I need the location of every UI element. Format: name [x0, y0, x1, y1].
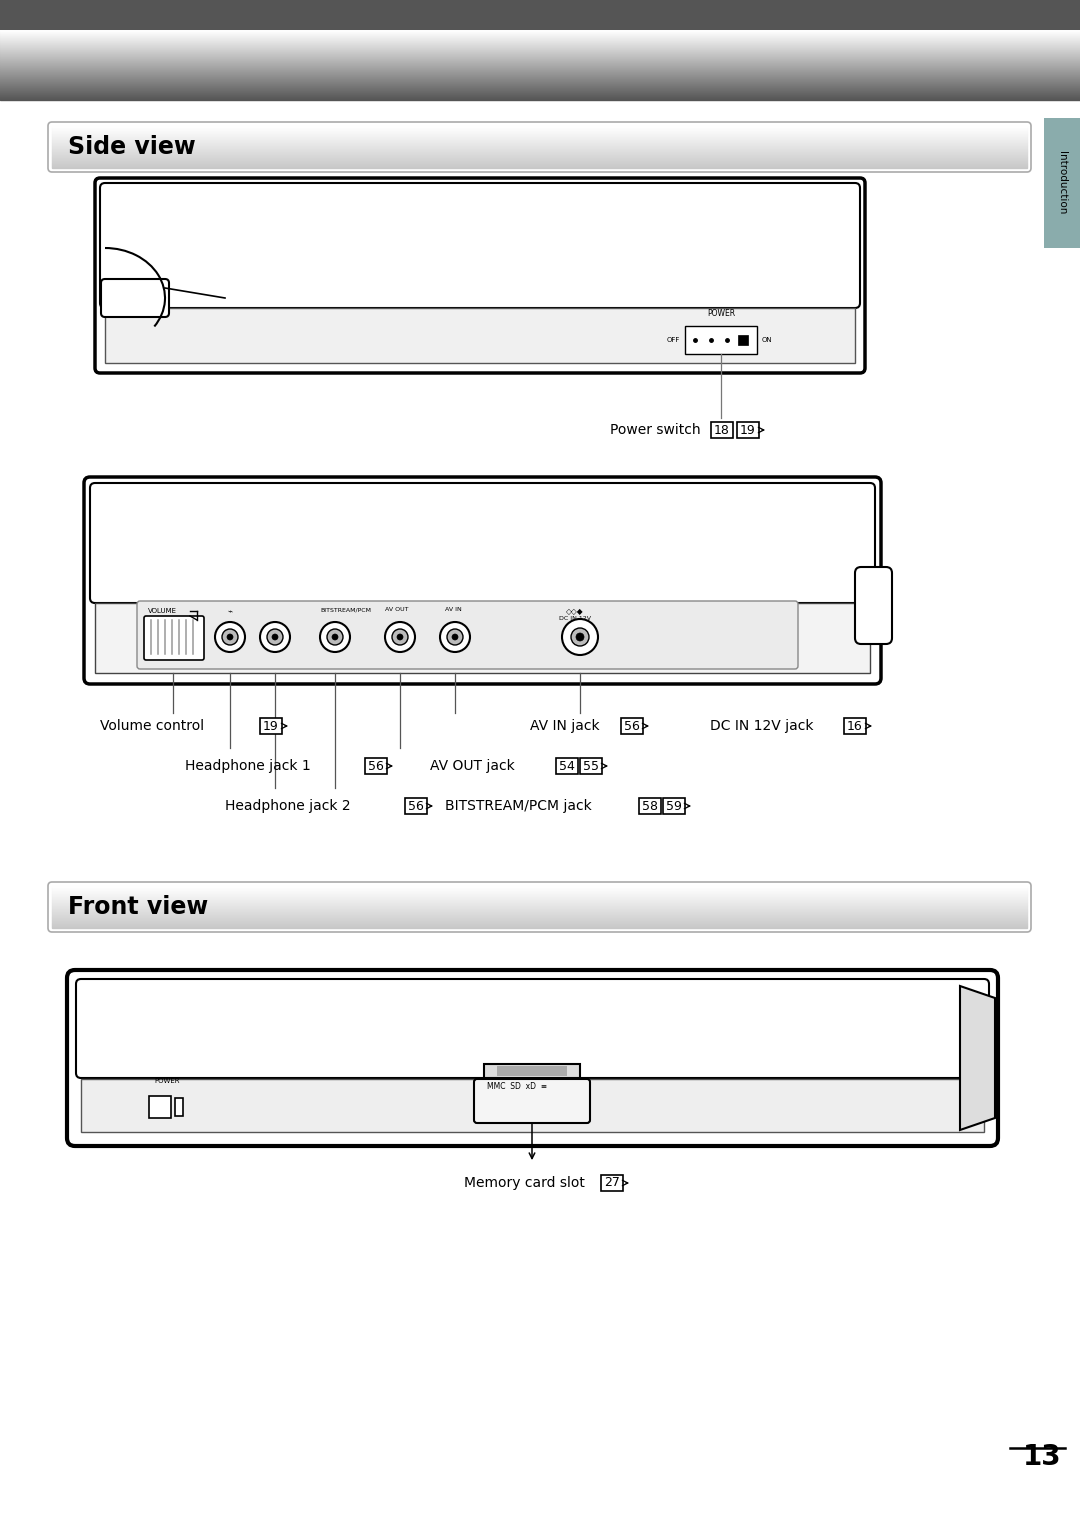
FancyBboxPatch shape: [90, 483, 875, 603]
Circle shape: [327, 629, 343, 646]
Text: ◇◇◆: ◇◇◆: [566, 608, 584, 615]
Text: Headphone jack 2: Headphone jack 2: [225, 800, 355, 813]
Circle shape: [227, 634, 233, 640]
Text: 16: 16: [847, 719, 863, 733]
FancyBboxPatch shape: [102, 279, 168, 317]
Text: ON: ON: [762, 337, 772, 343]
Text: 56: 56: [624, 719, 640, 733]
Text: 13: 13: [1024, 1442, 1062, 1471]
Text: Headphone jack 1: Headphone jack 1: [185, 758, 315, 774]
Text: AV IN: AV IN: [445, 608, 462, 612]
FancyBboxPatch shape: [711, 422, 733, 439]
Text: Power switch: Power switch: [610, 423, 705, 437]
Text: Memory card slot: Memory card slot: [464, 1176, 590, 1189]
Bar: [105, 308, 855, 362]
Text: 27: 27: [604, 1176, 620, 1189]
Circle shape: [453, 634, 458, 640]
FancyBboxPatch shape: [365, 758, 387, 774]
Text: VOLUME: VOLUME: [148, 608, 177, 614]
Text: DC IN 12V: DC IN 12V: [559, 615, 591, 621]
FancyBboxPatch shape: [67, 970, 998, 1145]
Text: BITSTREAM/PCM jack: BITSTREAM/PCM jack: [445, 800, 596, 813]
Text: OFF: OFF: [666, 337, 680, 343]
Text: 56: 56: [368, 760, 383, 772]
FancyBboxPatch shape: [76, 979, 989, 1078]
FancyBboxPatch shape: [260, 717, 282, 734]
FancyBboxPatch shape: [737, 422, 759, 439]
Text: Introduction: Introduction: [1057, 151, 1067, 215]
Text: BITSTREAM/PCM: BITSTREAM/PCM: [320, 608, 372, 612]
Text: Volume control: Volume control: [100, 719, 208, 733]
Circle shape: [215, 621, 245, 652]
Circle shape: [447, 629, 463, 646]
Circle shape: [576, 634, 584, 641]
Circle shape: [397, 634, 403, 640]
Circle shape: [320, 621, 350, 652]
Text: Side view: Side view: [68, 136, 195, 158]
Bar: [1044, 117, 1080, 248]
Bar: [738, 335, 748, 346]
FancyBboxPatch shape: [474, 1078, 590, 1122]
FancyBboxPatch shape: [84, 477, 881, 684]
Text: AV OUT: AV OUT: [384, 608, 408, 612]
Bar: [149, 1097, 171, 1118]
FancyBboxPatch shape: [556, 758, 578, 774]
Text: AV IN jack: AV IN jack: [530, 719, 604, 733]
Text: 18: 18: [714, 423, 730, 437]
Text: POWER: POWER: [707, 309, 735, 318]
Bar: [497, 1066, 567, 1077]
FancyBboxPatch shape: [100, 183, 860, 308]
Circle shape: [571, 627, 589, 646]
Bar: [484, 1065, 580, 1078]
Text: 19: 19: [740, 423, 756, 437]
Text: POWER: POWER: [154, 1078, 179, 1084]
Text: AV OUT jack: AV OUT jack: [430, 758, 519, 774]
FancyBboxPatch shape: [137, 602, 798, 669]
Circle shape: [332, 634, 338, 640]
FancyBboxPatch shape: [639, 798, 661, 813]
Bar: [0, 0, 1080, 30]
Text: Front view: Front view: [68, 896, 208, 918]
Text: ⌁: ⌁: [228, 608, 232, 615]
FancyBboxPatch shape: [663, 798, 685, 813]
FancyBboxPatch shape: [580, 758, 602, 774]
Polygon shape: [960, 985, 995, 1130]
Circle shape: [562, 618, 598, 655]
Circle shape: [267, 629, 283, 646]
Circle shape: [260, 621, 291, 652]
FancyBboxPatch shape: [405, 798, 427, 813]
Text: 56: 56: [408, 800, 424, 812]
Text: 58: 58: [642, 800, 658, 812]
Text: DC IN 12V jack: DC IN 12V jack: [710, 719, 818, 733]
Circle shape: [392, 629, 408, 646]
Bar: [685, 326, 757, 353]
Circle shape: [272, 634, 278, 640]
Text: 54: 54: [559, 760, 575, 772]
Bar: [175, 1098, 183, 1116]
FancyBboxPatch shape: [95, 178, 865, 373]
Circle shape: [440, 621, 470, 652]
Bar: [95, 603, 870, 673]
Text: 59: 59: [666, 800, 681, 812]
FancyBboxPatch shape: [144, 615, 204, 659]
FancyBboxPatch shape: [855, 567, 892, 644]
Circle shape: [222, 629, 238, 646]
Text: MMC  SD  xD  ≡: MMC SD xD ≡: [487, 1081, 548, 1090]
Bar: [81, 1078, 984, 1132]
Text: 55: 55: [583, 760, 599, 772]
FancyBboxPatch shape: [621, 717, 643, 734]
Text: 19: 19: [264, 719, 279, 733]
Circle shape: [384, 621, 415, 652]
FancyBboxPatch shape: [843, 717, 866, 734]
FancyBboxPatch shape: [600, 1176, 623, 1191]
